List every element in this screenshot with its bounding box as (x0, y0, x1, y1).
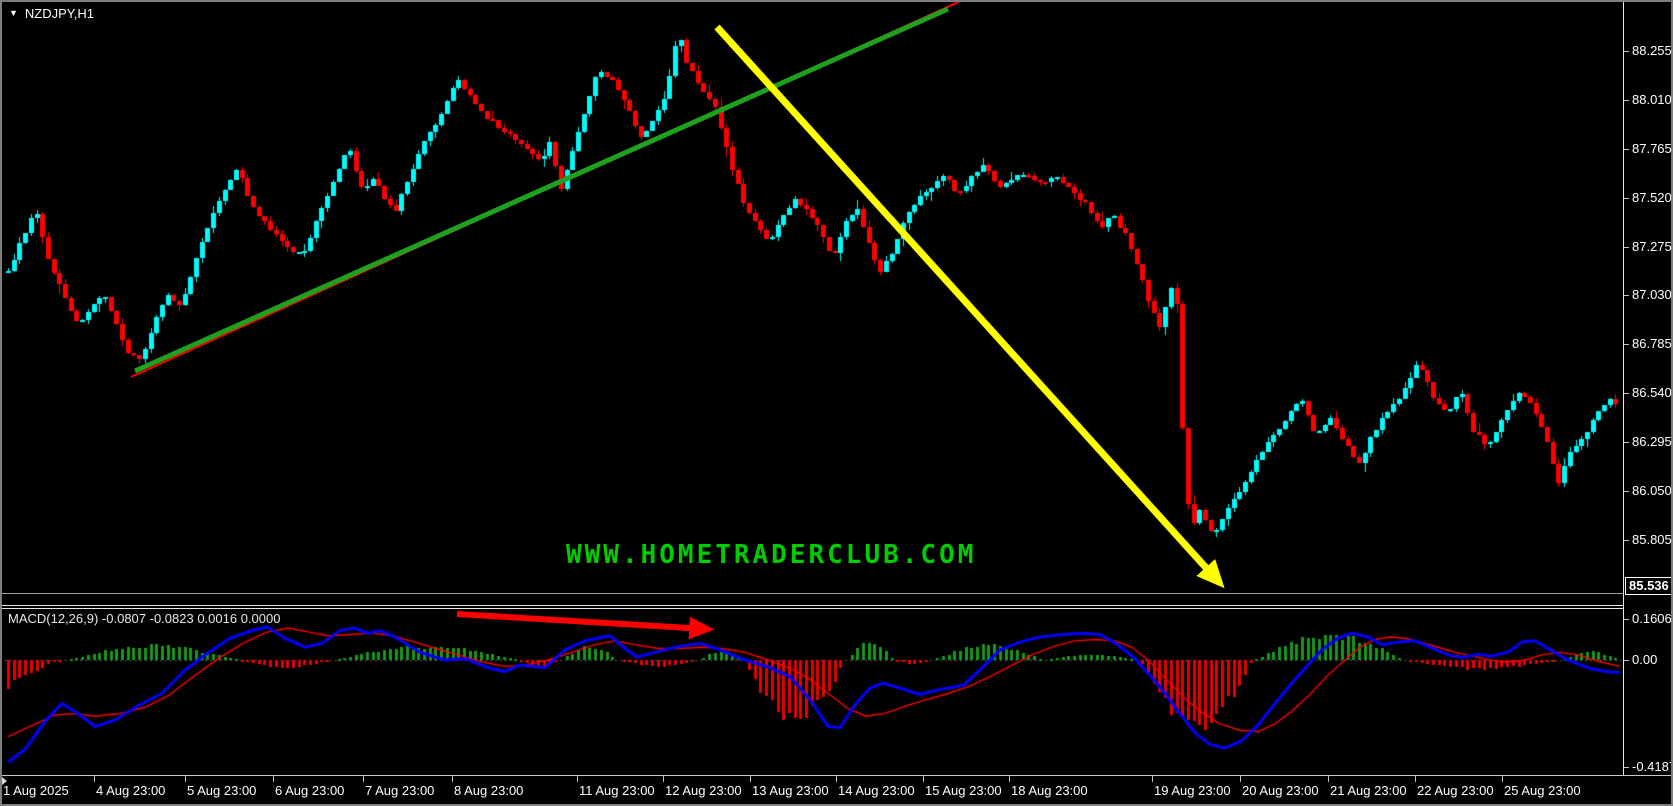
time-tick-mark (363, 776, 364, 782)
macd-indicator-label: MACD(12,26,9) -0.0807 -0.0823 0.0016 0.0… (8, 611, 281, 626)
price-tick-label: 86.050 (1632, 483, 1672, 498)
time-tick-mark (750, 776, 751, 782)
macd-tick-label: 0.1606 (1632, 611, 1672, 626)
macd-tick-mark (1624, 767, 1629, 768)
macd-canvas[interactable] (0, 609, 1623, 775)
yellow-down-arrow[interactable] (714, 24, 1225, 589)
time-tick-mark (1415, 776, 1416, 782)
time-tick-mark (836, 776, 837, 782)
time-tick-label: 8 Aug 23:00 (454, 783, 524, 798)
chart-annotations-layer (130, 0, 1225, 589)
price-tick-label: 87.030 (1632, 287, 1672, 302)
time-tick-label: 22 Aug 23:00 (1417, 783, 1494, 798)
price-tick-label: 86.785 (1632, 336, 1672, 351)
price-tick-mark (1624, 393, 1629, 394)
price-tick-label: 87.520 (1632, 190, 1672, 205)
time-tick-label: 19 Aug 23:00 (1154, 783, 1231, 798)
price-tick-mark (1624, 442, 1629, 443)
time-tick-mark (1152, 776, 1153, 782)
scroll-position-marker-icon (2, 777, 7, 785)
price-axis-scale[interactable]: 88.255 88.010 87.765 87.520 87.275 87.030 86.7… (1624, 0, 1673, 775)
time-tick-mark (185, 776, 186, 782)
price-axis-border (1623, 0, 1624, 775)
time-tick-label: 11 Aug 23:00 (579, 783, 655, 798)
price-tick-mark (1624, 149, 1629, 150)
price-tick-label: 86.540 (1632, 385, 1672, 400)
price-tick-label: 88.010 (1632, 92, 1672, 107)
macd-pane-border-top-inner (0, 608, 1623, 609)
triangle-down-icon[interactable]: ▼ (9, 8, 18, 18)
macd-indicator-pane[interactable]: MACD(12,26,9) -0.0807 -0.0823 0.0016 0.0… (0, 609, 1623, 775)
symbol-period-label: NZDJPY,H1 (24, 6, 95, 21)
time-tick-mark (1328, 776, 1329, 782)
macd-tick-label: -0.4187 (1632, 759, 1673, 774)
symbol-selector[interactable]: ▼ NZDJPY,H1 (9, 6, 94, 21)
price-tick-mark (1624, 540, 1629, 541)
time-tick-label: 4 Aug 23:00 (96, 783, 166, 798)
time-tick-mark (1240, 776, 1241, 782)
time-tick-mark (273, 776, 274, 782)
time-tick-label: 18 Aug 23:00 (1011, 783, 1088, 798)
time-tick-label: 25 Aug 23:00 (1504, 783, 1581, 798)
time-tick-mark (94, 776, 95, 782)
time-tick-label: 5 Aug 23:00 (187, 783, 257, 798)
price-chart-canvas[interactable] (0, 0, 1623, 593)
time-tick-mark (663, 776, 664, 782)
price-tick-mark (1624, 198, 1629, 199)
pane-splitter[interactable] (0, 593, 1623, 594)
price-chart-pane[interactable]: WWW.HOMETRADERCLUB.COM (0, 0, 1623, 593)
time-tick-label: 20 Aug 23:00 (1242, 783, 1319, 798)
price-tick-mark (1624, 491, 1629, 492)
time-tick-mark (1009, 776, 1010, 782)
price-tick-label: 86.295 (1632, 434, 1672, 449)
current-price-tag: 85.536 (1625, 577, 1673, 595)
time-tick-label: 13 Aug 23:00 (752, 783, 829, 798)
price-tick-mark (1624, 100, 1629, 101)
time-tick-label: 21 Aug 23:00 (1330, 783, 1407, 798)
price-tick-mark (1624, 344, 1629, 345)
macd-pane-border-top-outer (0, 605, 1623, 606)
time-tick-mark (577, 776, 578, 782)
time-tick-label: 12 Aug 23:00 (665, 783, 742, 798)
macd-tick-mark (1624, 660, 1629, 661)
time-tick-mark (1502, 776, 1503, 782)
time-tick-label: 7 Aug 23:00 (365, 783, 435, 798)
price-tick-label: 85.805 (1632, 532, 1672, 547)
time-tick-label: 14 Aug 23:00 (838, 783, 915, 798)
price-tick-label: 87.765 (1632, 141, 1672, 156)
red-down-arrow[interactable] (456, 611, 715, 640)
watermark-text: WWW.HOMETRADERCLUB.COM (566, 540, 977, 570)
price-tick-mark (1624, 247, 1629, 248)
macd-annotations-layer (456, 611, 715, 640)
price-tick-mark (1624, 51, 1629, 52)
price-tick-mark (1624, 295, 1629, 296)
time-tick-label: 15 Aug 23:00 (925, 783, 1002, 798)
time-axis-scale[interactable]: 1 Aug 2025 4 Aug 23:00 5 Aug 23:00 6 Aug 23… (0, 776, 1673, 806)
macd-tick-label: 0.00 (1632, 652, 1658, 667)
time-tick-mark (923, 776, 924, 782)
price-tick-label: 88.255 (1632, 43, 1672, 58)
time-tick-label: 6 Aug 23:00 (275, 783, 345, 798)
trendline-green[interactable] (133, 6, 950, 374)
macd-tick-mark (1624, 619, 1629, 620)
price-tick-label: 87.275 (1632, 239, 1672, 254)
time-axis-border (0, 775, 1673, 776)
time-tick-label: 1 Aug 2025 (3, 783, 69, 798)
time-tick-mark (452, 776, 453, 782)
